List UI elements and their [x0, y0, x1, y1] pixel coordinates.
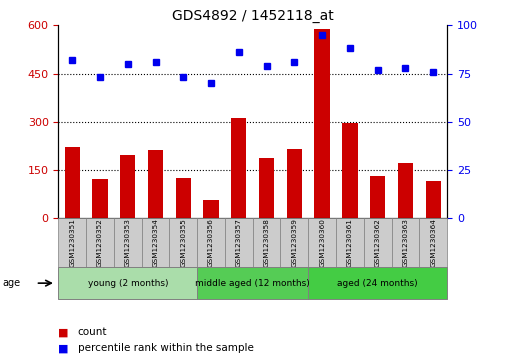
Bar: [148, 150, 163, 218]
Bar: [392, 218, 419, 267]
Bar: [364, 218, 392, 267]
Bar: [86, 218, 114, 267]
Bar: [65, 147, 80, 218]
Bar: [280, 218, 308, 267]
Text: middle aged (12 months): middle aged (12 months): [196, 279, 310, 287]
Text: GSM1230361: GSM1230361: [347, 218, 353, 267]
Bar: [142, 218, 170, 267]
Text: GSM1230364: GSM1230364: [430, 218, 436, 267]
Bar: [120, 155, 136, 218]
Text: GSM1230357: GSM1230357: [236, 218, 242, 267]
Bar: [308, 267, 447, 299]
Bar: [225, 218, 253, 267]
Text: GSM1230360: GSM1230360: [319, 218, 325, 267]
Bar: [197, 267, 308, 299]
Text: GSM1230363: GSM1230363: [402, 218, 408, 267]
Bar: [398, 163, 413, 218]
Text: percentile rank within the sample: percentile rank within the sample: [78, 343, 253, 354]
Bar: [342, 123, 358, 218]
Bar: [58, 218, 86, 267]
Bar: [58, 267, 197, 299]
Bar: [92, 179, 108, 218]
Bar: [197, 218, 225, 267]
Bar: [176, 178, 191, 218]
Bar: [419, 218, 447, 267]
Text: GSM1230353: GSM1230353: [125, 218, 131, 267]
Bar: [170, 218, 197, 267]
Text: GSM1230359: GSM1230359: [292, 218, 297, 267]
Text: GSM1230352: GSM1230352: [97, 218, 103, 267]
Bar: [336, 218, 364, 267]
Text: age: age: [3, 278, 21, 288]
Text: GSM1230362: GSM1230362: [374, 218, 380, 267]
Title: GDS4892 / 1452118_at: GDS4892 / 1452118_at: [172, 9, 334, 23]
Text: GSM1230355: GSM1230355: [180, 218, 186, 267]
Text: GSM1230358: GSM1230358: [264, 218, 270, 267]
Bar: [287, 149, 302, 218]
Bar: [426, 181, 441, 218]
Bar: [308, 218, 336, 267]
Text: young (2 months): young (2 months): [87, 279, 168, 287]
Text: aged (24 months): aged (24 months): [337, 279, 418, 287]
Bar: [114, 218, 142, 267]
Bar: [370, 176, 385, 218]
Bar: [259, 159, 274, 218]
Bar: [231, 118, 246, 218]
Bar: [204, 200, 219, 218]
Text: GSM1230351: GSM1230351: [69, 218, 75, 267]
Text: GSM1230354: GSM1230354: [152, 218, 158, 267]
Text: ■: ■: [58, 327, 69, 337]
Bar: [314, 29, 330, 218]
Text: GSM1230356: GSM1230356: [208, 218, 214, 267]
Text: ■: ■: [58, 343, 69, 354]
Text: count: count: [78, 327, 107, 337]
Bar: [253, 218, 280, 267]
